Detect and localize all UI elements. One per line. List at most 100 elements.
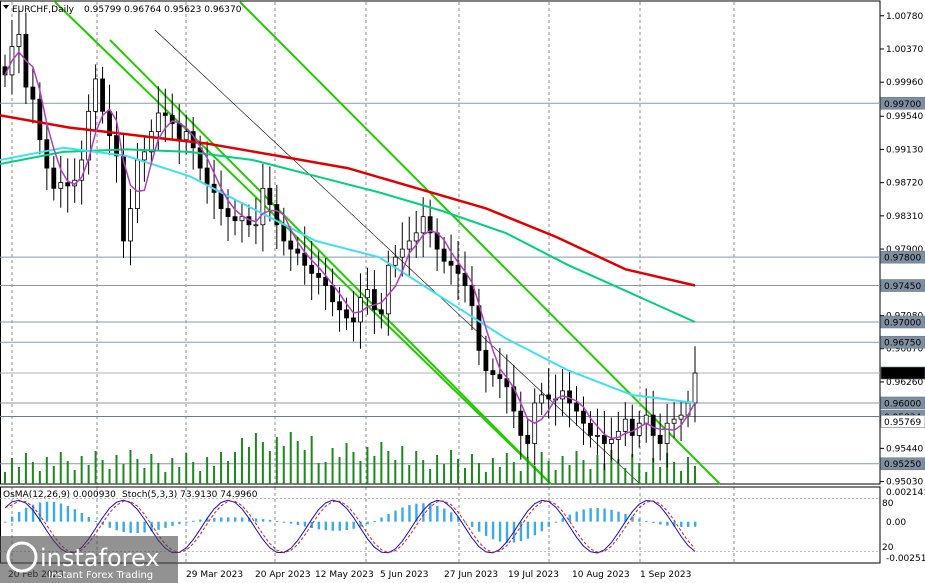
candle-body [490,370,496,376]
volume-bar [533,466,536,484]
osma-bar [617,511,620,522]
volume-bar [589,469,592,484]
osma-bar [666,521,669,526]
candle-body [267,187,273,205]
volume-bar [157,463,160,484]
ohlc-readout: 0.95799 0.96764 0.95623 0.96370 [84,5,242,15]
y-tick-label: 0.99960 [886,78,923,88]
volume-bar [66,461,69,484]
stoch-signal-line [4,500,696,554]
osma-bar [380,517,383,522]
y-tick-label: 1.00370 [886,45,923,55]
candle-body [608,439,614,444]
volume-bar [108,469,111,484]
osma-bar [150,521,153,532]
osma-bar [206,518,209,522]
stoch-tick-20: 20 [882,543,894,553]
volume-bar [220,452,223,484]
osma-bar [477,521,481,532]
level-label-box [880,96,925,110]
volume-bar [554,470,557,484]
candle-body [100,78,105,112]
osma-bar [533,521,537,536]
volume-bar [185,453,188,484]
osma-bar [303,521,307,527]
volume-bar [561,456,564,484]
volume-bar [164,472,167,484]
volume-bar [694,466,696,484]
volume-bar [547,461,550,484]
candle-body [155,112,161,133]
candle-body [406,240,412,250]
candle-body [560,390,565,400]
candle-body [525,434,531,444]
volume-bar [617,459,620,484]
candle-body [316,272,322,278]
osma-bar [254,518,258,522]
volume-bar [575,451,578,484]
watermark-tagline: Instant Forex Trading [48,570,153,581]
volume-bar [610,450,613,484]
osma-bar [136,521,139,534]
candle-body [365,289,370,299]
level-label: 0.96750 [884,339,921,349]
volume-bar [275,437,278,484]
candle-body [30,86,36,100]
trend-channel-line-0 [54,1,552,485]
osma-bar [694,521,697,527]
x-tick-label: 20 Apr 2023 [255,570,311,580]
osma-bar [673,521,676,527]
volume-bar [199,471,202,484]
osma-bar [213,517,216,522]
y-tick-label: 0.98720 [886,179,923,189]
osma-bar [52,501,56,522]
osma-bar [505,521,509,543]
stoch-main-line [4,499,696,554]
candle-body [281,224,287,242]
osma-bar [554,521,558,523]
osma-bar [31,504,35,522]
volume-bar [659,467,662,484]
level-label-box [880,396,925,410]
candle-body [323,277,329,286]
candle-body [622,418,628,432]
y-tick-label: 0.95440 [886,444,923,454]
stoch-title: Stoch(5,3,3) 73.9130 74.9960 [122,490,258,500]
candle-body [483,349,489,371]
osma-bar [680,521,683,527]
volume-bar [568,465,571,484]
candle-body [93,78,99,112]
osma-bar [582,509,585,522]
osma-bar [115,521,118,531]
osma-tick-zero: 0.00 [886,518,906,528]
candle-body [476,305,482,351]
volume-bar [352,452,355,484]
y-tick-label: 0.96260 [886,378,923,388]
candle-body [385,264,391,315]
osma-bar [540,521,544,532]
candle-body [427,216,433,234]
osma-bar [519,521,523,542]
candle-body [37,98,43,141]
volume-bar [477,463,480,484]
header-arrow-icon [3,5,9,9]
volume-bar [470,454,473,484]
osma-bar [429,503,432,522]
volume-bar [582,460,585,484]
osma-bar [45,501,49,522]
volume-bar [645,472,648,484]
x-tick-label: 10 Aug 2023 [572,570,630,580]
candle-body [65,182,71,187]
osma-bar [645,520,648,522]
trend-channel-line-1 [109,39,552,485]
candle-body [518,410,524,436]
candle-body [128,208,133,242]
candle-body [107,110,112,137]
osma-bar [589,508,592,522]
y-tick-label: 1.00780 [886,12,923,22]
osma-bar [240,517,244,522]
volume-bar [310,436,313,484]
level-label: 0.97450 [884,282,921,292]
osma-bar [73,509,77,522]
